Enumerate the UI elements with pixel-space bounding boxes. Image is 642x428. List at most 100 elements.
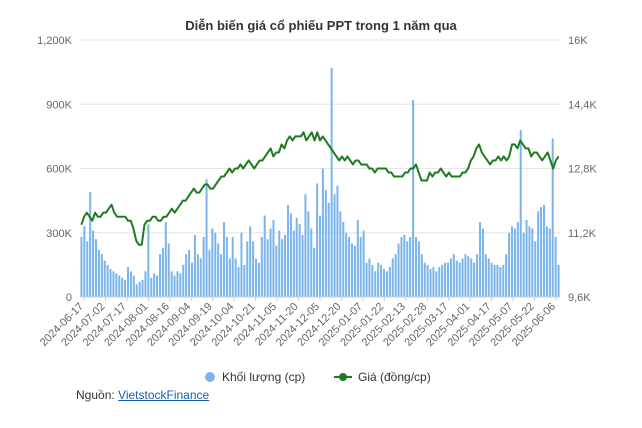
volume-bar	[417, 241, 420, 297]
volume-bar	[545, 226, 548, 297]
volume-bar	[263, 215, 266, 297]
volume-bar	[406, 241, 409, 297]
volume-bar	[345, 232, 348, 297]
volume-bar	[508, 232, 511, 297]
volume-bar	[164, 222, 167, 297]
volume-bar	[188, 249, 191, 297]
volume-bar	[348, 237, 351, 297]
volume-bar	[499, 267, 502, 297]
price-line-group	[80, 131, 560, 246]
volume-bar	[208, 249, 211, 297]
volume-bar	[199, 258, 202, 297]
volume-bar	[403, 234, 406, 297]
volume-bar	[144, 271, 147, 297]
legend-volume-marker	[205, 372, 215, 382]
legend-price-label[interactable]: Giá (đồng/cp)	[358, 370, 431, 384]
volume-bar	[109, 269, 112, 297]
y-left-tick-label: 600K	[46, 164, 72, 176]
volume-bar	[473, 262, 476, 297]
volume-bar	[423, 262, 426, 297]
volume-bar	[432, 267, 435, 297]
volume-bar	[464, 254, 467, 297]
y-left-tick-label: 1,200K	[37, 35, 73, 47]
volume-bar	[394, 254, 397, 297]
volume-bar	[540, 207, 543, 297]
legend-item-volume[interactable]: Khối lượng (cp)	[205, 370, 305, 384]
volume-bar	[185, 254, 188, 297]
volume-bar	[214, 232, 217, 297]
volume-bar	[353, 245, 356, 297]
volume-bar	[554, 237, 557, 297]
volume-bar	[94, 239, 98, 297]
volume-bar	[211, 228, 214, 297]
volume-bar	[478, 222, 482, 297]
y-left-tick-label: 900K	[46, 99, 72, 111]
volume-bar	[196, 254, 199, 297]
volume-bar	[246, 241, 249, 297]
price-line	[80, 131, 560, 246]
volume-bar	[519, 129, 522, 297]
volume-bar	[304, 194, 307, 297]
source-link[interactable]: VietstockFinance	[118, 388, 210, 402]
volume-bar	[505, 254, 508, 297]
volume-bar	[100, 254, 103, 297]
volume-bar	[176, 271, 179, 297]
volume-bar	[126, 267, 130, 297]
volume-bar	[429, 269, 432, 297]
volume-bar	[359, 237, 362, 297]
volume-bar	[435, 271, 438, 297]
volume-bar	[286, 204, 290, 297]
volume-bar	[106, 264, 109, 297]
volume-bar	[336, 185, 339, 297]
volume-bar	[534, 241, 537, 297]
volume-bar	[182, 264, 185, 297]
volume-bar	[281, 239, 284, 297]
volume-bar	[170, 271, 173, 297]
volume-bar	[269, 228, 272, 297]
volume-bar	[420, 254, 423, 297]
y-right-tick-label: 11,2K	[568, 228, 597, 240]
volume-bar	[80, 237, 83, 297]
volume-bar	[316, 183, 319, 297]
volume-bar	[205, 179, 208, 297]
volume-bar	[458, 262, 461, 297]
volume-bar	[220, 254, 223, 297]
volume-bar	[368, 258, 371, 297]
volume-bar	[324, 189, 327, 297]
volume-bar	[414, 237, 418, 297]
volume-bar	[397, 243, 400, 297]
volume-bar	[260, 237, 263, 297]
y-right-tick-label: 12,8K	[568, 164, 597, 176]
volume-bar	[217, 243, 220, 297]
volume-bar	[190, 262, 194, 297]
volume-bar	[333, 194, 336, 297]
volume-bar	[444, 262, 447, 297]
y-right-tick-label: 9,6K	[568, 292, 591, 304]
volume-bar	[412, 99, 415, 297]
volume-bar	[243, 264, 246, 297]
volume-bar	[528, 226, 531, 297]
volume-bar	[409, 237, 412, 297]
volume-bar	[522, 232, 525, 297]
volume-bar	[461, 258, 464, 297]
volume-bar	[557, 264, 560, 297]
volume-bar	[502, 264, 505, 297]
legend-item-price[interactable]: Giá (đồng/cp)	[334, 370, 431, 384]
legend[interactable]: Khối lượng (cp) Giá (đồng/cp)	[205, 370, 431, 384]
volume-bar	[452, 254, 455, 297]
volume-bar	[513, 228, 516, 297]
source-label: Nguồn:	[76, 388, 115, 402]
volume-bar	[89, 192, 92, 297]
volume-bar	[525, 219, 528, 297]
volume-bar	[153, 273, 156, 297]
volume-bar	[400, 237, 403, 297]
legend-volume-label[interactable]: Khối lượng (cp)	[222, 370, 305, 384]
x-axis-ticks: 2024-06-172024-07-022024-07-172024-08-01…	[38, 296, 560, 349]
volume-bar	[167, 243, 170, 297]
volume-bar	[516, 222, 519, 297]
volume-bar	[307, 211, 310, 297]
volume-bar	[371, 264, 374, 297]
volume-bar	[289, 213, 292, 297]
volume-bar	[115, 273, 118, 297]
volume-bar	[467, 256, 470, 297]
